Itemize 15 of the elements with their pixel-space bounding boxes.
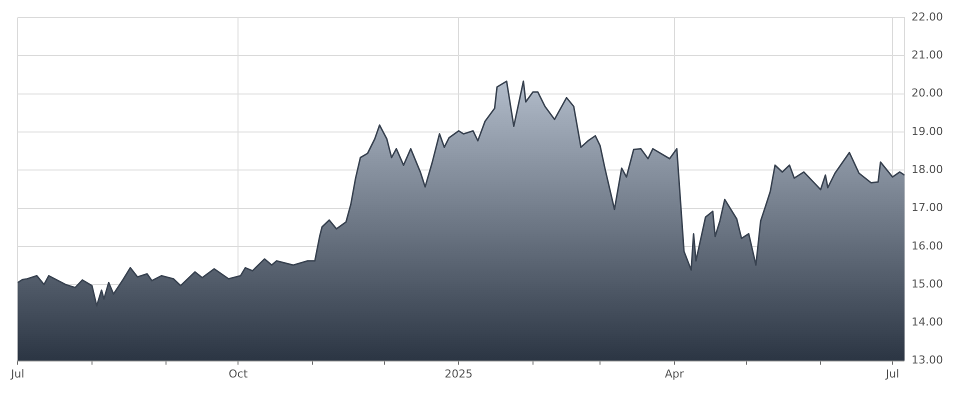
- y-tick-label: 14.00: [912, 316, 944, 329]
- x-tick-label: Oct: [228, 367, 248, 380]
- y-tick-label: 18.00: [912, 162, 944, 176]
- y-tick-label: 17.00: [912, 201, 944, 214]
- y-tick-label: 19.00: [912, 124, 944, 138]
- x-tick-label: 2025: [444, 367, 473, 380]
- y-tick-label: 22.00: [912, 10, 944, 24]
- y-tick-label: 15.00: [912, 277, 944, 290]
- y-tick-label: 21.00: [912, 48, 944, 62]
- x-tick-label: Jul: [10, 367, 24, 380]
- x-tick-label: Jul: [884, 367, 900, 380]
- y-tick-label: 20.00: [912, 86, 944, 100]
- x-tick-label: Apr: [664, 367, 684, 380]
- y-tick-label: 13.00: [912, 354, 944, 367]
- y-tick-label: 16.00: [912, 239, 944, 252]
